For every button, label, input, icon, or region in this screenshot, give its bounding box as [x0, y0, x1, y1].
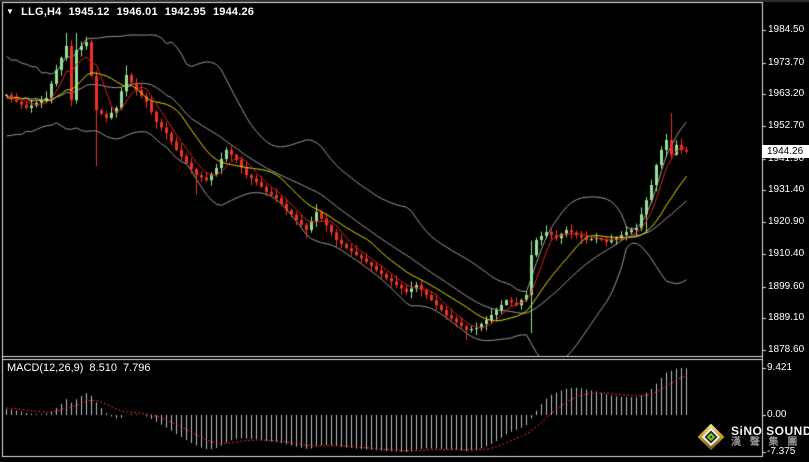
ohlc-low: 1942.95 — [164, 6, 206, 18]
ohlc-open: 1945.12 — [68, 6, 110, 18]
macd-name: MACD(12,26,9) — [7, 362, 84, 374]
symbol-name: LLG,H4 — [21, 6, 62, 18]
symbol-dropdown-icon[interactable]: ▼ — [6, 6, 15, 16]
macd-indicator-label: MACD(12,26,9) 8.510 7.796 — [7, 362, 150, 374]
brand-watermark: SiNO SOUND 漢 聲 集 團 — [697, 423, 809, 451]
price-axis-label: 1984.50 — [768, 24, 805, 35]
price-axis-label: 1878.60 — [768, 344, 805, 355]
brand-name-cn: 漢 聲 集 團 — [731, 437, 801, 448]
macd-axis-label: 9.421 — [767, 362, 793, 373]
price-axis-label: 1889.10 — [768, 312, 805, 323]
macd-axis-label: 0.00 — [767, 409, 787, 420]
macd-signal-value: 7.796 — [122, 362, 151, 374]
ohlc-high: 1946.01 — [116, 6, 158, 18]
price-axis-label: 1973.70 — [768, 57, 805, 68]
price-axis-label: 1899.60 — [768, 281, 805, 292]
price-axis-label: 1952.70 — [768, 120, 805, 131]
price-axis-label: 1931.40 — [768, 184, 805, 195]
macd-axis-label: -7.375 — [767, 446, 796, 457]
price-axis-label: 1910.40 — [768, 248, 805, 259]
price-axis-label: 1920.90 — [768, 216, 805, 227]
price-axis-label: 1963.20 — [768, 88, 805, 99]
price-axis-label: 1941.90 — [768, 153, 805, 164]
chart-ohlc-header: ▼ LLG,H4 1945.12 1946.01 1942.95 1944.26 — [6, 6, 254, 18]
current-price-box: 1944.26 — [762, 145, 809, 158]
brand-logo-diamond-icon — [697, 423, 725, 451]
macd-value: 8.510 — [89, 362, 117, 374]
ohlc-close: 1944.26 — [212, 6, 255, 18]
brand-name: SiNO SOUND — [731, 424, 809, 438]
